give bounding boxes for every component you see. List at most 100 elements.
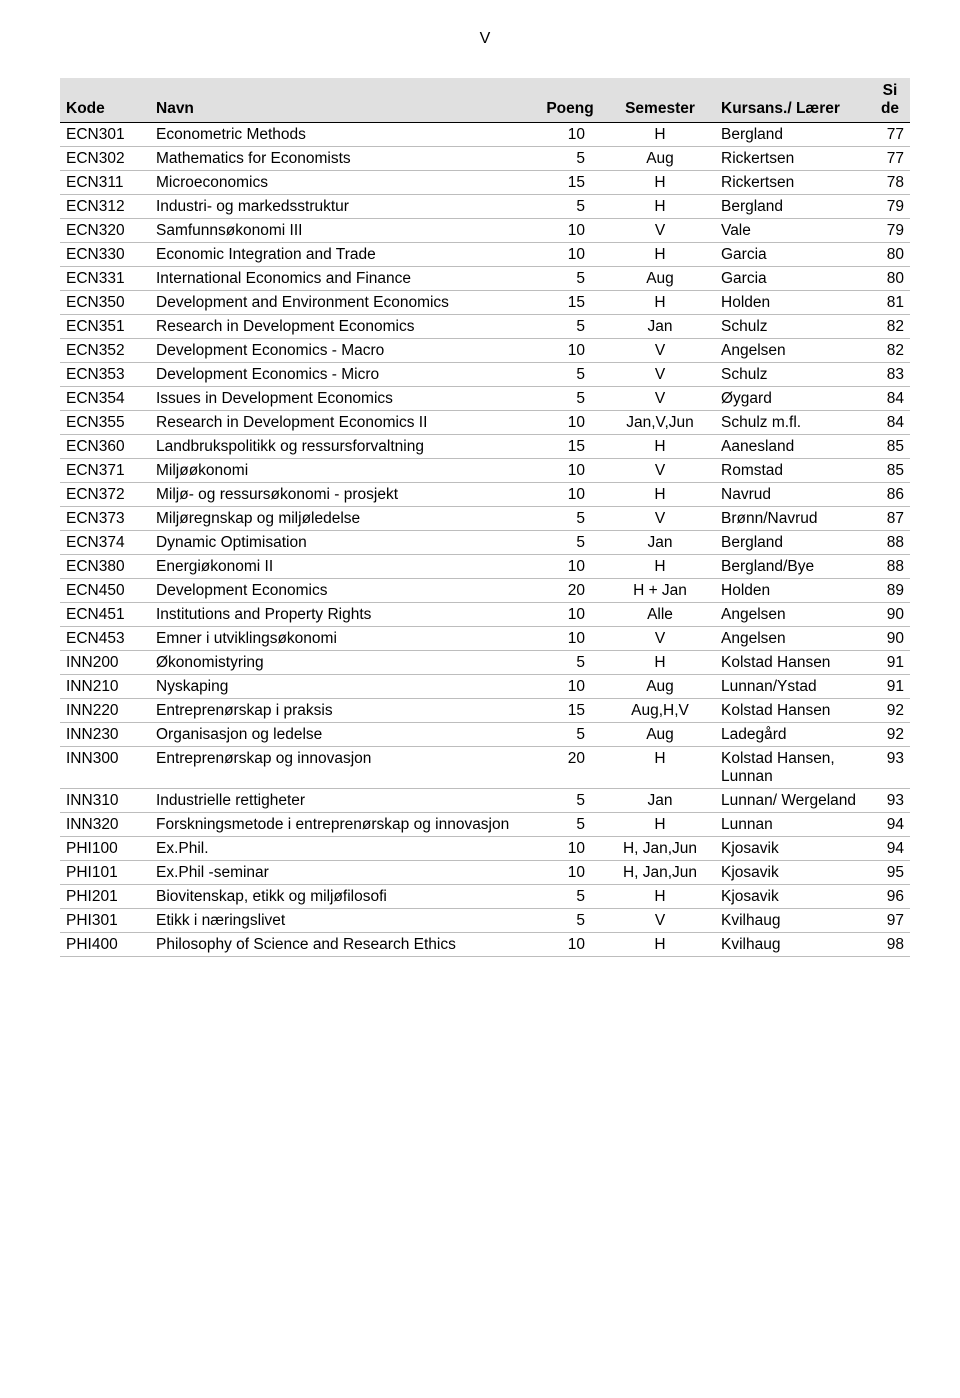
cell-semester: V bbox=[605, 363, 715, 387]
cell-kode: ECN360 bbox=[60, 435, 150, 459]
cell-poeng: 5 bbox=[535, 195, 605, 219]
cell-navn: Forskningsmetode i entreprenørskap og in… bbox=[150, 813, 535, 837]
cell-poeng: 15 bbox=[535, 171, 605, 195]
cell-kode: ECN372 bbox=[60, 483, 150, 507]
table-row: INN200Økonomistyring5HKolstad Hansen91 bbox=[60, 651, 910, 675]
cell-poeng: 5 bbox=[535, 813, 605, 837]
cell-navn: Emner i utviklingsøkonomi bbox=[150, 627, 535, 651]
cell-laerer: Rickertsen bbox=[715, 171, 870, 195]
table-row: INN300Entreprenørskap og innovasjon20HKo… bbox=[60, 747, 910, 789]
table-row: ECN371Miljøøkonomi10VRomstad85 bbox=[60, 459, 910, 483]
cell-semester: H bbox=[605, 747, 715, 789]
cell-navn: Entreprenørskap i praksis bbox=[150, 699, 535, 723]
table-row: ECN453Emner i utviklingsøkonomi10VAngels… bbox=[60, 627, 910, 651]
table-row: ECN450Development Economics20H + JanHold… bbox=[60, 579, 910, 603]
cell-side: 86 bbox=[870, 483, 910, 507]
cell-laerer: Kolstad Hansen bbox=[715, 699, 870, 723]
cell-semester: Jan bbox=[605, 789, 715, 813]
cell-semester: H, Jan,Jun bbox=[605, 861, 715, 885]
cell-navn: Samfunnsøkonomi III bbox=[150, 219, 535, 243]
cell-laerer: Brønn/Navrud bbox=[715, 507, 870, 531]
cell-poeng: 5 bbox=[535, 507, 605, 531]
cell-semester: H bbox=[605, 123, 715, 147]
table-row: ECN312Industri- og markedsstruktur5HBerg… bbox=[60, 195, 910, 219]
cell-semester: H bbox=[605, 195, 715, 219]
cell-semester: H bbox=[605, 171, 715, 195]
table-row: INN310Industrielle rettigheter5JanLunnan… bbox=[60, 789, 910, 813]
cell-side: 80 bbox=[870, 243, 910, 267]
cell-kode: PHI201 bbox=[60, 885, 150, 909]
cell-navn: Mathematics for Economists bbox=[150, 147, 535, 171]
cell-poeng: 5 bbox=[535, 885, 605, 909]
cell-kode: PHI400 bbox=[60, 933, 150, 957]
table-row: ECN351Research in Development Economics5… bbox=[60, 315, 910, 339]
cell-navn: Industrielle rettigheter bbox=[150, 789, 535, 813]
cell-poeng: 5 bbox=[535, 909, 605, 933]
cell-poeng: 10 bbox=[535, 411, 605, 435]
cell-navn: Development and Environment Economics bbox=[150, 291, 535, 315]
cell-navn: Development Economics - Micro bbox=[150, 363, 535, 387]
cell-side: 81 bbox=[870, 291, 910, 315]
cell-navn: Issues in Development Economics bbox=[150, 387, 535, 411]
table-row: ECN374Dynamic Optimisation5JanBergland88 bbox=[60, 531, 910, 555]
table-row: ECN380Energiøkonomi II10HBergland/Bye88 bbox=[60, 555, 910, 579]
cell-kode: ECN451 bbox=[60, 603, 150, 627]
cell-laerer: Schulz bbox=[715, 363, 870, 387]
cell-side: 88 bbox=[870, 555, 910, 579]
cell-kode: PHI100 bbox=[60, 837, 150, 861]
cell-side: 80 bbox=[870, 267, 910, 291]
cell-laerer: Kvilhaug bbox=[715, 909, 870, 933]
cell-kode: ECN350 bbox=[60, 291, 150, 315]
cell-side: 77 bbox=[870, 123, 910, 147]
table-row: ECN352Development Economics - Macro10VAn… bbox=[60, 339, 910, 363]
cell-navn: Philosophy of Science and Research Ethic… bbox=[150, 933, 535, 957]
cell-side: 78 bbox=[870, 171, 910, 195]
cell-poeng: 10 bbox=[535, 675, 605, 699]
cell-navn: Econometric Methods bbox=[150, 123, 535, 147]
cell-kode: PHI301 bbox=[60, 909, 150, 933]
cell-semester: H, Jan,Jun bbox=[605, 837, 715, 861]
cell-semester: H bbox=[605, 885, 715, 909]
cell-laerer: Lunnan/Ystad bbox=[715, 675, 870, 699]
cell-navn: Industri- og markedsstruktur bbox=[150, 195, 535, 219]
cell-side: 85 bbox=[870, 459, 910, 483]
cell-kode: ECN331 bbox=[60, 267, 150, 291]
cell-side: 91 bbox=[870, 675, 910, 699]
cell-kode: INN300 bbox=[60, 747, 150, 789]
cell-poeng: 15 bbox=[535, 435, 605, 459]
cell-side: 94 bbox=[870, 813, 910, 837]
cell-navn: Miljøregnskap og miljøledelse bbox=[150, 507, 535, 531]
col-header-side: Si de bbox=[870, 78, 910, 123]
cell-semester: V bbox=[605, 339, 715, 363]
cell-navn: Microeconomics bbox=[150, 171, 535, 195]
cell-navn: Landbrukspolitikk og ressursforvaltning bbox=[150, 435, 535, 459]
page-number: V bbox=[60, 30, 910, 48]
cell-navn: Miljø- og ressursøkonomi - prosjekt bbox=[150, 483, 535, 507]
cell-kode: ECN355 bbox=[60, 411, 150, 435]
table-row: ECN373Miljøregnskap og miljøledelse5VBrø… bbox=[60, 507, 910, 531]
course-table: Kode Navn Poeng Semester Kursans./ Lærer… bbox=[60, 78, 910, 957]
cell-navn: Miljøøkonomi bbox=[150, 459, 535, 483]
cell-semester: V bbox=[605, 459, 715, 483]
cell-side: 90 bbox=[870, 627, 910, 651]
table-row: ECN320Samfunnsøkonomi III10VVale79 bbox=[60, 219, 910, 243]
cell-laerer: Øygard bbox=[715, 387, 870, 411]
cell-semester: H bbox=[605, 435, 715, 459]
cell-poeng: 5 bbox=[535, 531, 605, 555]
table-row: ECN353Development Economics - Micro5VSch… bbox=[60, 363, 910, 387]
cell-side: 84 bbox=[870, 411, 910, 435]
cell-laerer: Bergland bbox=[715, 531, 870, 555]
cell-laerer: Romstad bbox=[715, 459, 870, 483]
cell-side: 83 bbox=[870, 363, 910, 387]
cell-navn: Organisasjon og ledelse bbox=[150, 723, 535, 747]
cell-kode: INN200 bbox=[60, 651, 150, 675]
cell-semester: V bbox=[605, 507, 715, 531]
table-row: ECN451Institutions and Property Rights10… bbox=[60, 603, 910, 627]
cell-poeng: 10 bbox=[535, 837, 605, 861]
cell-side: 92 bbox=[870, 723, 910, 747]
cell-kode: ECN330 bbox=[60, 243, 150, 267]
cell-laerer: Bergland bbox=[715, 195, 870, 219]
cell-laerer: Kvilhaug bbox=[715, 933, 870, 957]
table-row: INN320Forskningsmetode i entreprenørskap… bbox=[60, 813, 910, 837]
cell-navn: Economic Integration and Trade bbox=[150, 243, 535, 267]
